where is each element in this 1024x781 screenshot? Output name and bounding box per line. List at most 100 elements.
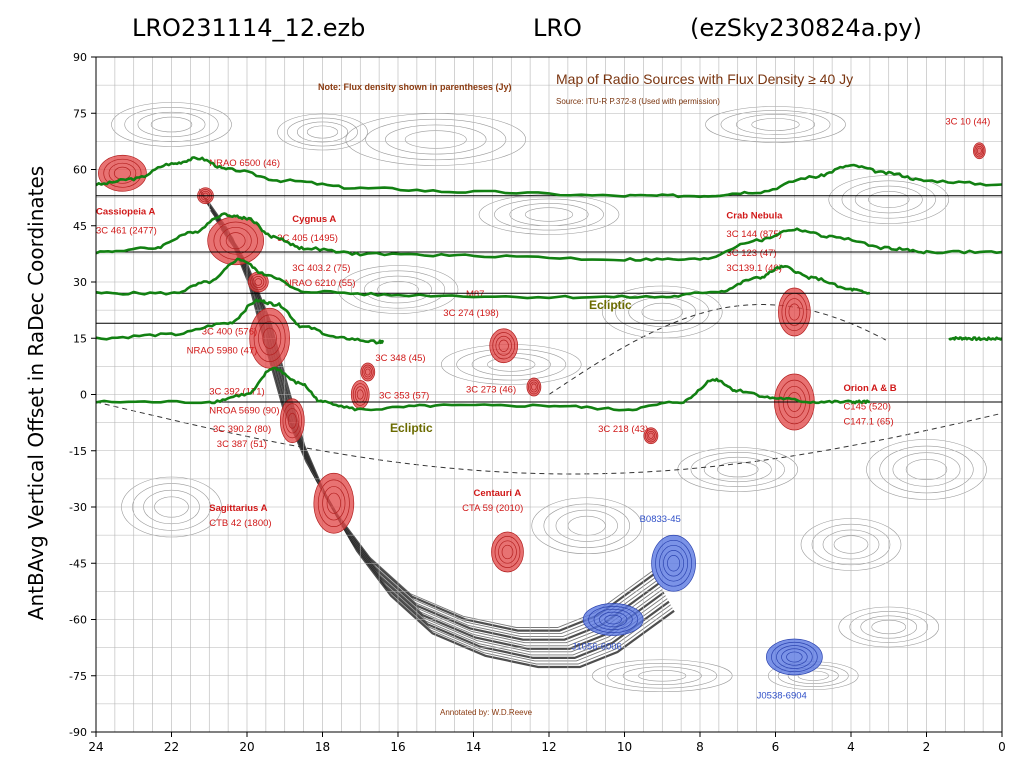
radio-source-blue bbox=[667, 555, 681, 572]
source-label: 3C 353 (57) bbox=[379, 390, 429, 401]
x-tick-label: 10 bbox=[617, 740, 632, 754]
y-tick-label: -45 bbox=[69, 557, 87, 570]
radio-source-red bbox=[972, 142, 986, 160]
map-annotations: Note: Flux density shown in parentheses … bbox=[96, 71, 990, 717]
radio-source-red bbox=[356, 389, 364, 400]
source-label: 3C 273 (46) bbox=[466, 385, 516, 396]
radio-source-blue bbox=[771, 641, 818, 673]
radio-source-blue bbox=[655, 539, 692, 587]
source-label: NRAO 6500 (46) bbox=[209, 158, 280, 169]
radio-source-red bbox=[785, 298, 804, 326]
radio-source-blue bbox=[599, 611, 628, 628]
x-tick-label: 0 bbox=[998, 740, 1006, 754]
map-note: Note: Flux density shown in parentheses … bbox=[318, 82, 512, 92]
ecliptic-label: Ecliptic bbox=[589, 298, 632, 312]
series-line-dec-27 bbox=[96, 257, 871, 300]
radio-source-red bbox=[778, 287, 811, 337]
source-label: Orion A & B bbox=[843, 383, 896, 394]
radio-source-red bbox=[287, 412, 297, 429]
title-right: (ezSky230824a.py) bbox=[690, 14, 922, 42]
radio-source-red bbox=[219, 226, 252, 255]
pulsar-label: J1056-6006 bbox=[572, 642, 622, 653]
y-tick-label: 75 bbox=[73, 107, 87, 120]
source-label: 3C 123 (47) bbox=[726, 248, 776, 259]
source-label: Centauri A bbox=[474, 488, 522, 499]
radio-source-red bbox=[788, 303, 801, 321]
y-tick-label: -15 bbox=[69, 445, 87, 458]
y-tick-label: 15 bbox=[73, 332, 87, 345]
coordinate-grid bbox=[96, 57, 1002, 732]
radio-source-red bbox=[528, 379, 540, 395]
plot-frame bbox=[95, 56, 1003, 733]
x-tick-label: 20 bbox=[239, 740, 254, 754]
radio-source-red bbox=[258, 321, 282, 356]
radio-source-red bbox=[974, 144, 985, 158]
radio-source-red bbox=[282, 403, 303, 439]
y-tick-label: -60 bbox=[69, 614, 87, 627]
radio-source-red bbox=[491, 531, 524, 573]
radio-source-red bbox=[363, 366, 373, 378]
radio-source-red bbox=[976, 147, 982, 154]
radio-source-red bbox=[98, 154, 147, 192]
radio-source-blue bbox=[582, 603, 644, 636]
series-line-dec-19 bbox=[96, 298, 385, 345]
radio-source-blue bbox=[766, 638, 823, 676]
source-label: 3C 390.2 (80) bbox=[213, 424, 271, 435]
source-label: C145 (520) bbox=[843, 402, 891, 413]
radio-source-red bbox=[498, 540, 517, 564]
source-label: NRAO 6210 (55) bbox=[285, 278, 356, 289]
x-tick-label: 8 bbox=[696, 740, 704, 754]
radio-source-red bbox=[252, 276, 265, 288]
radio-source-red bbox=[108, 162, 137, 184]
source-label: M87 bbox=[466, 289, 484, 300]
ecliptic-label: Ecliptic bbox=[390, 421, 433, 435]
galactic-contour bbox=[198, 188, 653, 628]
title-middle: LRO bbox=[533, 14, 582, 42]
data-series bbox=[96, 156, 1002, 412]
radio-source-blue bbox=[786, 651, 803, 663]
x-tick-label: 22 bbox=[164, 740, 179, 754]
x-tick-label: 16 bbox=[390, 740, 405, 754]
radio-source-red bbox=[643, 427, 659, 445]
radio-source-red bbox=[249, 307, 290, 369]
radio-source-red bbox=[975, 145, 984, 156]
radio-source-blue bbox=[776, 645, 813, 669]
radio-source-red bbox=[495, 335, 512, 356]
source-label: CTB 42 (1800) bbox=[209, 518, 271, 529]
radio-source-red bbox=[253, 314, 286, 363]
radio-source-blue bbox=[588, 606, 639, 633]
source-label: Crab Nebula bbox=[726, 210, 783, 221]
x-tick-label: 18 bbox=[315, 740, 330, 754]
source-label: Sagittarius A bbox=[209, 503, 267, 514]
radio-source-red bbox=[254, 278, 263, 286]
y-tick-label: 0 bbox=[80, 389, 87, 402]
source-label: C147.1 (65) bbox=[843, 417, 893, 428]
title-left: LRO231114_12.ezb bbox=[132, 14, 366, 42]
radio-source-red bbox=[365, 368, 371, 376]
radio-source-red bbox=[352, 383, 368, 406]
radio-source-red bbox=[645, 429, 657, 443]
map-source: Source: ITU-R P.372-8 (Used with permiss… bbox=[556, 97, 720, 106]
radio-source-red bbox=[489, 328, 519, 364]
radio-source-red bbox=[501, 544, 514, 560]
x-tick-label: 2 bbox=[923, 740, 931, 754]
x-tick-label: 12 bbox=[541, 740, 556, 754]
radio-source-blue bbox=[604, 614, 622, 625]
source-label: 3C 144 (875) bbox=[726, 229, 781, 240]
x-tick-label: 4 bbox=[847, 740, 855, 754]
source-label: CTA 59 (2010) bbox=[462, 503, 523, 514]
radio-source-red bbox=[279, 398, 305, 444]
source-label: 3C 400 (576) bbox=[202, 327, 257, 338]
radio-source-red bbox=[360, 362, 376, 382]
radio-source-red bbox=[648, 432, 654, 439]
source-label: NRAO 5980 (47) bbox=[187, 345, 258, 356]
radio-source-red bbox=[262, 327, 277, 349]
source-label: 3C 392 (171) bbox=[209, 387, 264, 398]
x-tick-label: 14 bbox=[466, 740, 481, 754]
radio-source-red bbox=[361, 364, 374, 380]
source-label: Cassiopeia A bbox=[96, 207, 155, 218]
radio-source-red bbox=[103, 158, 142, 188]
radio-source-red bbox=[250, 273, 267, 291]
source-label: 3C 403.2 (75) bbox=[292, 263, 350, 274]
